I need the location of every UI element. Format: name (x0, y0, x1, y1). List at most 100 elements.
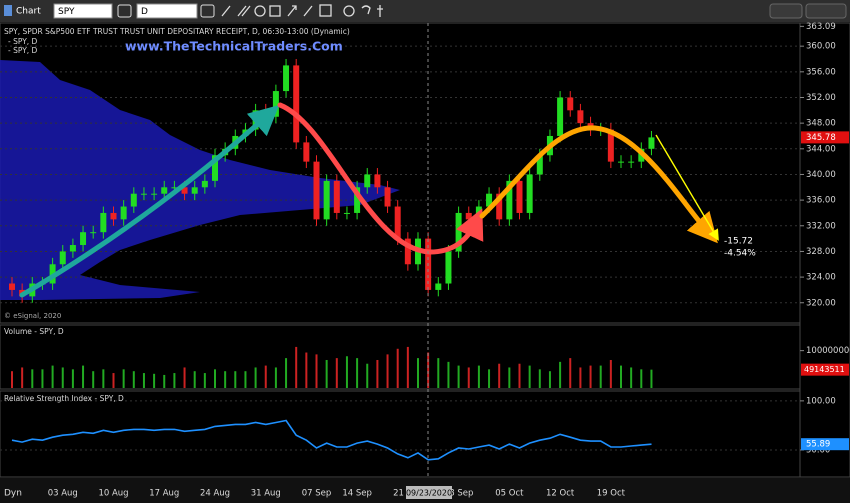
volume-bar (488, 369, 491, 388)
candle-body (465, 212, 472, 220)
chart-icon (4, 5, 12, 16)
volume-bar (640, 369, 643, 388)
volume-bar (244, 371, 247, 388)
symbol-input[interactable] (53, 3, 113, 19)
volume-bar (548, 371, 551, 388)
volume-bar (630, 367, 633, 388)
window-controls[interactable] (805, 3, 847, 19)
candle-body (384, 187, 391, 207)
volume-bar (315, 354, 318, 388)
candle-body (201, 180, 208, 188)
candle-body (648, 137, 655, 149)
volume-bar (437, 358, 440, 388)
candle-body (161, 187, 168, 194)
volume-bar (92, 371, 95, 388)
y-tick-label: 360.00 (806, 42, 836, 52)
search-button[interactable] (200, 4, 215, 18)
annotation: -4.54% (724, 249, 756, 259)
volume-bar (559, 361, 562, 388)
symbol: SPY (58, 7, 75, 17)
target-line (655, 134, 719, 241)
candle-body (496, 193, 503, 220)
volume-bar (41, 369, 44, 388)
x-tick-label: 10 Aug (98, 489, 128, 499)
volume-bar (102, 369, 105, 388)
volume-bar (61, 367, 64, 388)
candle-body (516, 180, 523, 213)
volume-bar (386, 354, 389, 388)
volume-bar (31, 369, 34, 388)
candle-body (140, 193, 147, 195)
volume-bar (406, 346, 409, 388)
volume-bar (71, 369, 74, 388)
value-axis (799, 22, 850, 478)
last-rsi: 55.89 (806, 440, 830, 450)
y-tick-label: 340.00 (806, 170, 836, 180)
candle-body (354, 187, 361, 213)
volume-bar (264, 365, 267, 388)
volume-bar (122, 369, 125, 388)
candle-body (628, 161, 635, 163)
mode-label[interactable]: Dyn (4, 489, 22, 499)
volume-profile (0, 60, 400, 300)
volume-bar (376, 359, 379, 388)
y-tick-label: 320.00 (806, 298, 836, 308)
volume-bar (82, 365, 85, 388)
volume-bar (477, 365, 480, 388)
candle-body (526, 174, 533, 213)
volume-bar (650, 369, 653, 388)
refresh-button[interactable] (117, 4, 132, 18)
candle-body (618, 161, 624, 163)
candle-body (191, 187, 198, 194)
window-controls[interactable] (769, 3, 803, 19)
down-arrow (277, 102, 484, 255)
candle-body (435, 283, 442, 290)
volume-bar (224, 371, 227, 388)
volume-panel (0, 324, 801, 390)
candle-body (181, 187, 188, 194)
last-volume-box (801, 363, 849, 376)
volume-bar (132, 371, 135, 388)
volume-bar (51, 365, 54, 388)
volume-bar (427, 352, 430, 388)
candle-body (171, 187, 178, 189)
x-tick-label: 31 Aug (251, 489, 281, 499)
candle-body (394, 206, 401, 239)
volume-bar (609, 359, 612, 388)
crosshair-date-box (406, 486, 452, 499)
volume-bar (417, 358, 419, 388)
volume-bar (254, 367, 257, 388)
volume-bar (467, 367, 470, 388)
candle-body (130, 193, 137, 207)
y-tick-label: 348.00 (806, 119, 836, 129)
last-rsi-box (801, 438, 849, 451)
y-tick-label: 332.00 (806, 221, 836, 231)
window-title: Chart (16, 7, 41, 17)
interval-input[interactable] (136, 3, 198, 19)
legend-entry: - SPY, D (8, 37, 38, 46)
y-tick-label: 352.00 (806, 93, 836, 103)
draw-tools[interactable] (221, 4, 383, 17)
candle-body (9, 283, 15, 290)
candle-body (374, 174, 381, 188)
x-tick-label: 14 Sep (342, 489, 372, 499)
price-title: SPY, SPDR S&P500 ETF TRUST TRUST UNIT DE… (4, 27, 350, 36)
volume-bar (498, 363, 501, 388)
candle-body (283, 65, 290, 92)
x-tick-label: 17 Aug (149, 489, 179, 499)
volume-title: Volume - SPY, D (4, 327, 64, 336)
interval: D (141, 7, 148, 17)
volume-bar (345, 356, 348, 388)
x-tick-label: 24 Aug (200, 489, 230, 499)
up-arrow (19, 105, 280, 298)
watermark: www.TheTechnicalTraders.Com (125, 39, 343, 54)
candle-body (80, 232, 87, 246)
candle-body (272, 91, 279, 117)
volume-bar (579, 367, 582, 388)
candle-body (486, 193, 493, 207)
volume-bar (325, 359, 328, 388)
x-tick-label: 28 Sep (444, 489, 474, 499)
x-tick-label: 19 Oct (597, 489, 626, 499)
